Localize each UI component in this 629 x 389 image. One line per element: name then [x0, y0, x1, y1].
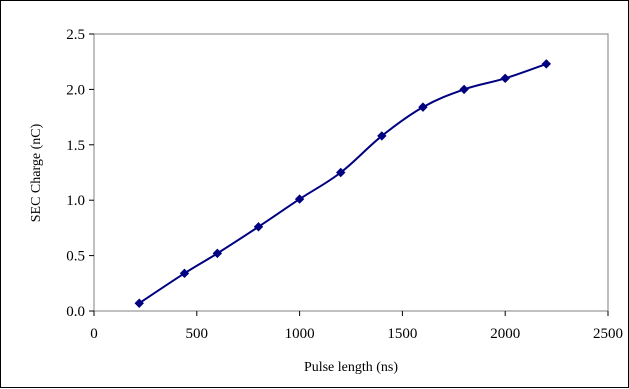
data-point-marker [459, 84, 469, 95]
y-tick-label: 1.0 [66, 193, 85, 209]
data-point-marker [179, 268, 190, 279]
data-point-marker [253, 222, 264, 232]
x-tick-label: 0 [90, 326, 98, 342]
x-tick-label: 2000 [490, 326, 520, 342]
data-point-marker [212, 248, 223, 259]
x-tick-label: 1500 [387, 326, 417, 342]
y-tick-label: 2.0 [66, 82, 85, 98]
plot-area [93, 33, 609, 312]
data-point-marker [418, 102, 428, 112]
y-tick-label: 0.5 [66, 249, 85, 265]
y-axis: 0.0 0.5 1.0 1.5 2.0 2.5 [66, 27, 94, 320]
x-tick-label: 500 [186, 326, 209, 342]
y-tick-label: 2.5 [66, 27, 85, 43]
data-point-marker [336, 167, 346, 178]
y-axis-title: SEC Charge (nC) [29, 123, 44, 222]
data-point-marker [377, 131, 387, 141]
data-point-marker [134, 298, 144, 308]
x-tick-label: 2500 [593, 326, 623, 342]
y-tick-label: 1.5 [66, 138, 85, 154]
data-point-marker [500, 73, 510, 84]
data-point-marker [294, 194, 305, 204]
y-tick-label: 0.0 [66, 304, 85, 320]
series-markers [134, 59, 552, 308]
x-axis: 0 500 1000 1500 2000 2500 [90, 311, 623, 342]
x-axis-title: Pulse length (ns) [304, 360, 398, 375]
x-tick-label: 1000 [285, 326, 315, 342]
data-point-marker [541, 59, 552, 69]
